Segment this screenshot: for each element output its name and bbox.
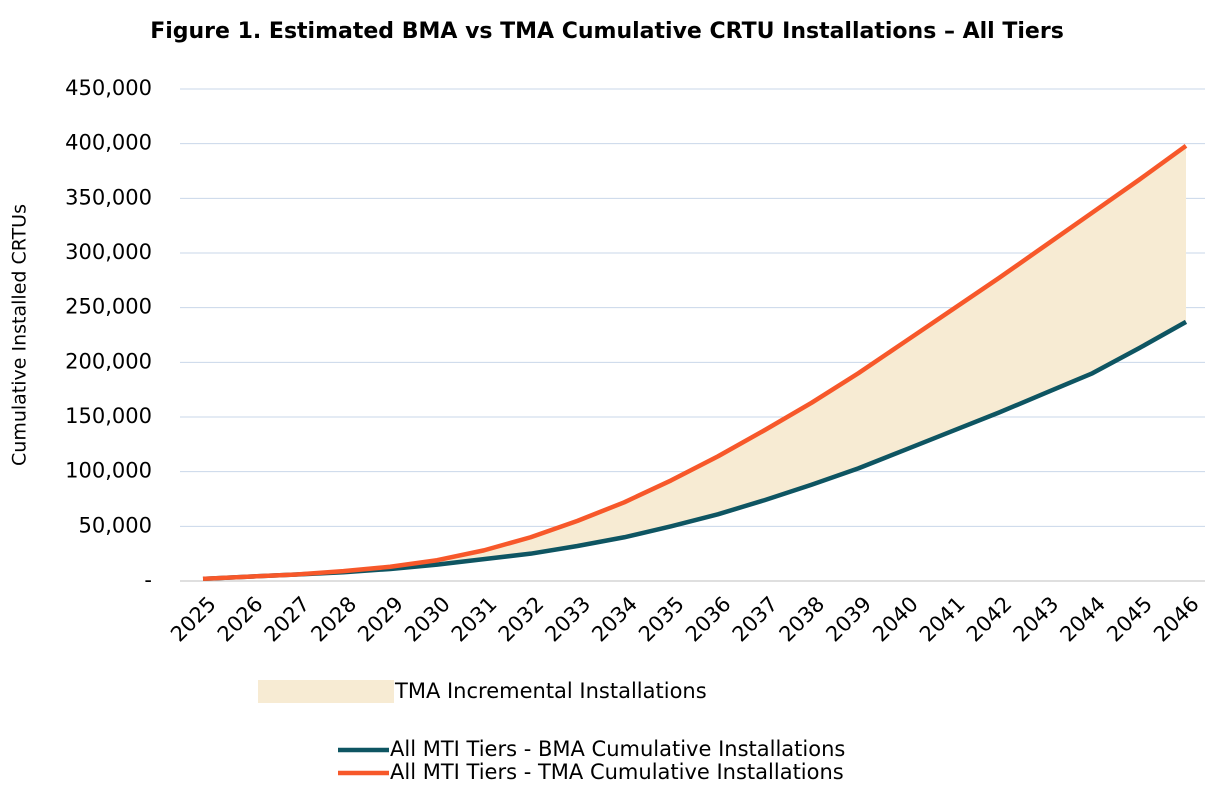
x-tick-label: 2026 — [213, 592, 268, 647]
y-tick-label: 350,000 — [65, 185, 152, 209]
x-tick-label: 2037 — [728, 592, 783, 647]
y-tick-label: 150,000 — [65, 404, 152, 428]
y-tick-label: 450,000 — [65, 76, 152, 100]
x-tick-label: 2045 — [1102, 592, 1157, 647]
series-line — [202, 144, 1188, 582]
x-tick-label: 2046 — [1149, 592, 1204, 647]
x-tick-label: 2028 — [306, 592, 361, 647]
y-tick-label: 250,000 — [65, 295, 152, 319]
y-tick-label: 50,000 — [79, 513, 152, 537]
y-axis-label: Cumulative Installed CRTUs — [9, 204, 31, 466]
x-tick-label: 2036 — [681, 592, 736, 647]
legend-label: All MTI Tiers - TMA Cumulative Installat… — [390, 760, 844, 784]
y-tick-label: 100,000 — [65, 459, 152, 483]
x-tick-label: 2039 — [821, 592, 876, 647]
x-tick-label: 2042 — [962, 592, 1017, 647]
y-tick-label: 300,000 — [65, 240, 152, 264]
x-tick-label: 2034 — [587, 592, 642, 647]
y-tick-label: 400,000 — [65, 131, 152, 155]
x-tick-label: 2031 — [447, 592, 502, 647]
incremental-area — [203, 145, 1186, 579]
chart-title: Figure 1. Estimated BMA vs TMA Cumulativ… — [150, 19, 1064, 44]
x-tick-label: 2043 — [1009, 592, 1064, 647]
x-tick-label: 2027 — [260, 592, 315, 647]
y-tick-label: 200,000 — [65, 349, 152, 373]
y-tick-label: - — [144, 568, 152, 592]
legend-label: TMA Incremental Installations — [394, 679, 707, 703]
legend-label: All MTI Tiers - BMA Cumulative Installat… — [390, 737, 845, 761]
x-tick-label: 2033 — [540, 592, 595, 647]
x-tick-label: 2025 — [166, 592, 221, 647]
x-tick-label: 2041 — [915, 592, 970, 647]
x-tick-label: 2030 — [400, 592, 455, 647]
x-tick-label: 2040 — [868, 592, 923, 647]
x-tick-label: 2038 — [775, 592, 830, 647]
x-tick-label: 2044 — [1055, 592, 1110, 647]
x-tick-label: 2032 — [494, 592, 549, 647]
x-tick-label: 2029 — [353, 592, 408, 647]
legend-swatch — [258, 680, 394, 703]
x-tick-label: 2035 — [634, 592, 689, 647]
